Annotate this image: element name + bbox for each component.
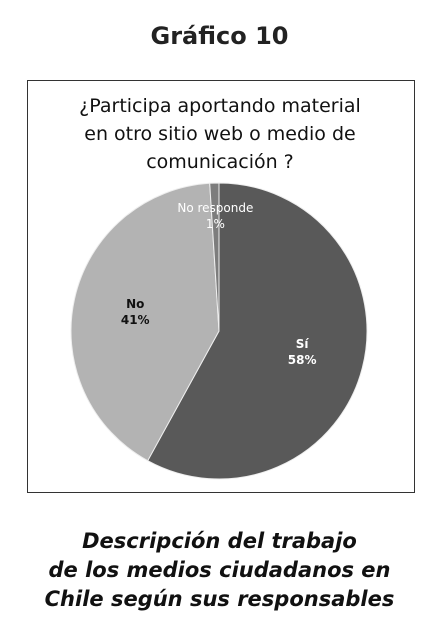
chart-title-line: ¿Participa aportando material: [79, 95, 361, 117]
category-label: No responde: [177, 200, 254, 215]
caption-line: de los medios ciudadanos en: [48, 558, 391, 582]
value-label: 1%: [205, 216, 225, 231]
caption-line: Chile según sus responsables: [44, 587, 395, 611]
chart-title-line: comunicación ?: [146, 151, 294, 173]
chart-title: ¿Participa aportando material en otro sit…: [27, 92, 413, 176]
pie-slice: [70, 182, 220, 462]
pie-slice: [209, 182, 220, 332]
chart-frame: [27, 80, 415, 493]
value-label: 58%: [287, 353, 317, 368]
slice-label: No 41%: [95, 296, 175, 328]
value-label: 41%: [120, 313, 150, 328]
category-label: Sí: [295, 337, 309, 352]
category-label: No: [126, 297, 145, 312]
slice-label: No responde 1%: [175, 200, 255, 232]
chart-title-line: en otro sitio web o medio de: [84, 123, 356, 145]
caption-line: Descripción del trabajo: [82, 529, 357, 553]
header: Gráfico 10: [150, 22, 289, 50]
caption: Descripción del trabajo de los medios ciu…: [0, 527, 439, 614]
pie-slice: [147, 182, 368, 480]
slice-label: Sí 58%: [262, 336, 342, 368]
